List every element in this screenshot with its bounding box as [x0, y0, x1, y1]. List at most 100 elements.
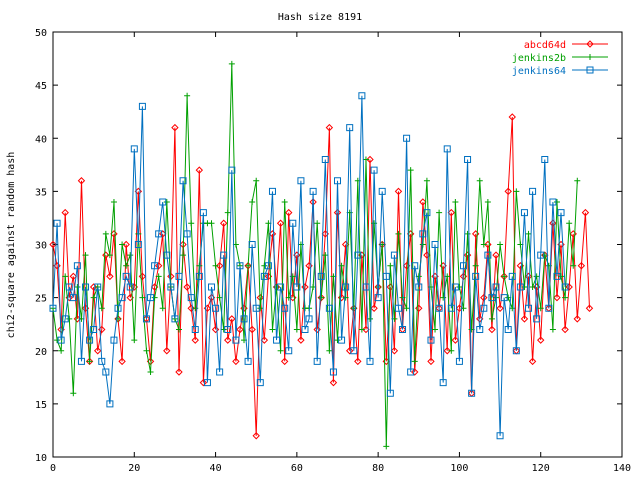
data-point: [106, 272, 114, 281]
data-point: [472, 262, 479, 269]
data-point: [370, 166, 378, 174]
data-point: [334, 337, 341, 344]
data-point: [488, 325, 496, 334]
data-point: [476, 326, 484, 333]
data-point: [431, 241, 439, 248]
y-tick-label: 15: [35, 400, 47, 411]
data-point: [451, 336, 460, 344]
data-point: [484, 240, 492, 249]
data-point: [341, 240, 350, 249]
data-point: [147, 369, 154, 375]
data-point: [211, 325, 220, 334]
data-point: [276, 219, 285, 227]
data-point: [187, 304, 195, 312]
data-point: [58, 347, 65, 354]
data-point: [257, 305, 264, 312]
data-point: [154, 262, 163, 270]
data-point: [419, 198, 427, 206]
data-point: [329, 378, 338, 387]
data-point: [183, 283, 191, 291]
data-point: [62, 273, 69, 280]
data-point: [399, 294, 406, 301]
data-point: [439, 379, 447, 387]
data-point: [119, 241, 126, 248]
data-point: [301, 326, 309, 333]
data-point: [528, 357, 537, 366]
data-point: [297, 336, 305, 344]
legend-label: abcd64d: [524, 40, 566, 51]
data-point: [224, 336, 232, 344]
data-point: [305, 315, 313, 323]
data-point: [346, 124, 354, 132]
data-point: [98, 357, 106, 365]
y-tick-label: 20: [35, 347, 47, 358]
y-axis-label: chi2-square against random hash: [6, 152, 17, 339]
data-point: [115, 315, 122, 322]
legend-marker: [587, 54, 593, 60]
data-point: [61, 208, 69, 217]
data-point: [333, 208, 342, 217]
data-point: [362, 156, 369, 163]
data-point: [163, 251, 171, 259]
data-point: [321, 156, 329, 163]
data-point: [252, 432, 260, 440]
data-point: [423, 209, 431, 217]
data-point: [66, 315, 73, 322]
data-point: [183, 230, 191, 238]
data-point: [484, 251, 492, 259]
y-tick-label: 25: [35, 294, 47, 305]
data-point: [464, 156, 472, 163]
data-point: [383, 443, 390, 450]
data-point: [114, 304, 122, 312]
data-point: [196, 262, 203, 269]
data-point: [212, 262, 219, 269]
data-point: [435, 304, 443, 312]
x-tick-label: 80: [372, 463, 384, 474]
x-tick-label: 40: [210, 463, 222, 474]
data-point: [561, 283, 569, 291]
x-tick-label: 60: [291, 463, 303, 474]
data-point: [314, 220, 321, 227]
data-point: [345, 347, 354, 355]
data-point: [350, 347, 358, 355]
data-point: [513, 188, 520, 195]
legend-marker: [586, 66, 594, 74]
data-point: [553, 272, 561, 280]
y-tick-label: 45: [35, 81, 47, 92]
data-point: [525, 304, 533, 312]
data-point: [459, 262, 467, 270]
y-tick-label: 40: [35, 134, 47, 145]
data-point: [549, 326, 556, 333]
data-point: [163, 199, 170, 205]
data-point: [122, 240, 130, 249]
data-point: [252, 304, 260, 312]
data-point: [512, 347, 520, 355]
data-point: [212, 304, 220, 312]
data-point: [54, 337, 61, 344]
data-point: [378, 187, 386, 195]
data-point: [130, 145, 138, 153]
data-point: [232, 336, 240, 344]
data-point: [171, 315, 179, 323]
data-point: [131, 337, 138, 344]
data-point: [362, 283, 370, 291]
data-point: [203, 379, 211, 387]
data-point: [268, 187, 276, 195]
data-point: [228, 60, 235, 67]
y-tick-label: 50: [35, 28, 47, 39]
data-point: [561, 325, 569, 334]
data-point: [74, 284, 81, 290]
data-point: [317, 272, 325, 280]
data-point: [249, 199, 256, 205]
data-point: [188, 220, 195, 227]
data-point: [301, 283, 309, 291]
data-point: [468, 389, 476, 397]
data-point: [354, 251, 362, 259]
series-layer: [49, 60, 594, 450]
data-point: [451, 283, 459, 291]
data-point: [199, 209, 207, 217]
data-point: [73, 262, 81, 270]
data-point: [90, 294, 97, 301]
data-point: [565, 283, 573, 291]
